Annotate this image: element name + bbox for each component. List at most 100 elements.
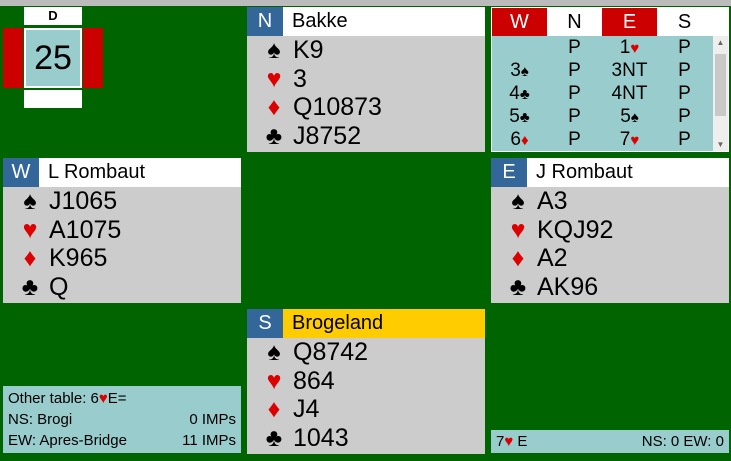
declarer: E (517, 433, 528, 450)
diamonds-icon: ♦ (267, 395, 281, 423)
ns-imps: 0 IMPs (189, 411, 236, 428)
ew-team: EW: Apres-Bridge (8, 432, 127, 449)
player-name: Bakke (292, 10, 348, 32)
cards-clubs[interactable]: J8752 (293, 121, 362, 150)
bidding-list[interactable]: P 1♥ P 3♠ P 3NT P 4♣ P 4NT P 5♣ P 5♠ P 6♦ P 7♥ P ▲ ▼ (492, 36, 728, 151)
player-name: Brogeland (292, 312, 384, 334)
bid (492, 36, 547, 59)
cards-diamonds[interactable]: A2 (537, 244, 568, 272)
player-name: J Rombaut (536, 161, 633, 183)
hearts-icon: ♥ (510, 215, 526, 244)
bidding-row: 6♦ P 7♥ P (492, 128, 728, 151)
suit-row-diamonds: ♦ J4 (247, 395, 485, 424)
bid: 5♣ (492, 105, 547, 128)
bid-suit-icon: ♥ (630, 40, 640, 57)
cards-spades[interactable]: J1065 (49, 187, 118, 215)
cards-hearts[interactable]: KQJ92 (537, 215, 614, 244)
bid: 3♠ (492, 59, 547, 82)
suit-row-spades: ♠ A3 (491, 187, 729, 216)
bid-text: 4 (509, 83, 520, 104)
scrollbar[interactable]: ▲ ▼ (713, 36, 728, 151)
cards-diamonds[interactable]: K965 (49, 244, 108, 272)
bid-text: 6 (510, 129, 521, 150)
scroll-up-icon[interactable]: ▲ (716, 38, 725, 47)
bid: P (657, 59, 712, 82)
south-indicator (24, 90, 82, 108)
bid: 5♠ (602, 105, 657, 128)
cards-hearts[interactable]: 3 (293, 64, 307, 93)
bid-text: P (678, 129, 691, 150)
suit-row-hearts: ♥ A1075 (3, 216, 241, 245)
bid: 4♣ (492, 82, 547, 105)
cards-diamonds[interactable]: J4 (293, 395, 320, 423)
diamonds-icon: ♦ (267, 93, 281, 121)
suit-row-spades: ♠ Q8742 (247, 338, 485, 367)
cards-clubs[interactable]: AK96 (537, 272, 599, 301)
other-table-result: E= (107, 390, 127, 407)
title-bar (0, 0, 731, 6)
bid: P (657, 36, 712, 59)
bid: P (657, 82, 712, 105)
result-panel: 7♥ E NS: 0 EW: 0 (491, 430, 729, 453)
cards-spades[interactable]: Q8742 (293, 338, 369, 366)
bidding-row: P 1♥ P (492, 36, 728, 59)
suit-row-clubs: ♣ AK96 (491, 273, 729, 302)
bid-suit-icon: ♦ (520, 132, 529, 149)
bid-suit-icon: ♣ (519, 86, 530, 103)
bid-text: 4NT (611, 83, 648, 104)
other-table-label: Other table: 6 (8, 390, 99, 407)
bid-text: P (678, 60, 691, 81)
cards-diamonds[interactable]: Q10873 (293, 93, 382, 121)
bid-text: 5 (620, 106, 631, 127)
clubs-icon: ♣ (21, 272, 39, 301)
bidding-row: 4♣ P 4NT P (492, 82, 728, 105)
bid-suit-icon: ♠ (520, 63, 529, 80)
cards-hearts[interactable]: A1075 (49, 215, 122, 244)
bid: P (657, 128, 712, 151)
seat-label: N (247, 7, 283, 36)
suit-row-diamonds: ♦ A2 (491, 244, 729, 273)
spades-icon: ♠ (511, 187, 525, 215)
cards-spades[interactable]: K9 (293, 36, 324, 64)
hearts-icon: ♥ (22, 215, 38, 244)
bidding-header-s: S (677, 11, 692, 33)
cards-clubs[interactable]: Q (49, 272, 69, 301)
bid-suit-icon: ♥ (630, 132, 640, 149)
suit-row-hearts: ♥ 864 (247, 367, 485, 396)
bidding-header-w: W (492, 8, 547, 36)
scroll-down-icon[interactable]: ▼ (716, 140, 725, 149)
ew-imps: 11 IMPs (182, 432, 236, 449)
clubs-icon: ♣ (265, 423, 283, 452)
bid: 7♥ (602, 128, 657, 151)
bid-suit-icon: ♣ (519, 109, 530, 126)
bid-text: P (568, 37, 581, 58)
bid-text: 3NT (611, 60, 648, 81)
bid: P (547, 82, 602, 105)
hearts-icon: ♥ (266, 64, 282, 93)
score: NS: 0 EW: 0 (641, 433, 724, 450)
seat-label: E (491, 158, 527, 187)
suit-row-clubs: ♣ J8752 (247, 122, 485, 151)
bid-text: 5 (509, 106, 520, 127)
cards-hearts[interactable]: 864 (293, 366, 335, 395)
bid-text: P (568, 106, 581, 127)
cards-clubs[interactable]: 1043 (293, 423, 349, 452)
bid: 4NT (602, 82, 657, 105)
bidding-header-n: N (567, 11, 582, 33)
vulnerability-east (83, 28, 103, 88)
bid: P (547, 128, 602, 151)
board-number: 25 (24, 28, 82, 88)
scroll-thumb[interactable] (715, 54, 726, 116)
hand-east: E J Rombaut ♠ A3 ♥ KQJ92 ♦ A2 ♣ AK96 (491, 158, 729, 303)
bid-suit-icon: ♠ (630, 109, 639, 126)
bidding-row: 3♠ P 3NT P (492, 59, 728, 82)
clubs-icon: ♣ (265, 121, 283, 150)
bid: P (547, 59, 602, 82)
suit-row-spades: ♠ J1065 (3, 187, 241, 216)
vulnerability-west (3, 28, 23, 88)
cards-spades[interactable]: A3 (537, 187, 568, 215)
spades-icon: ♠ (23, 187, 37, 215)
bid: 1♥ (602, 36, 657, 59)
